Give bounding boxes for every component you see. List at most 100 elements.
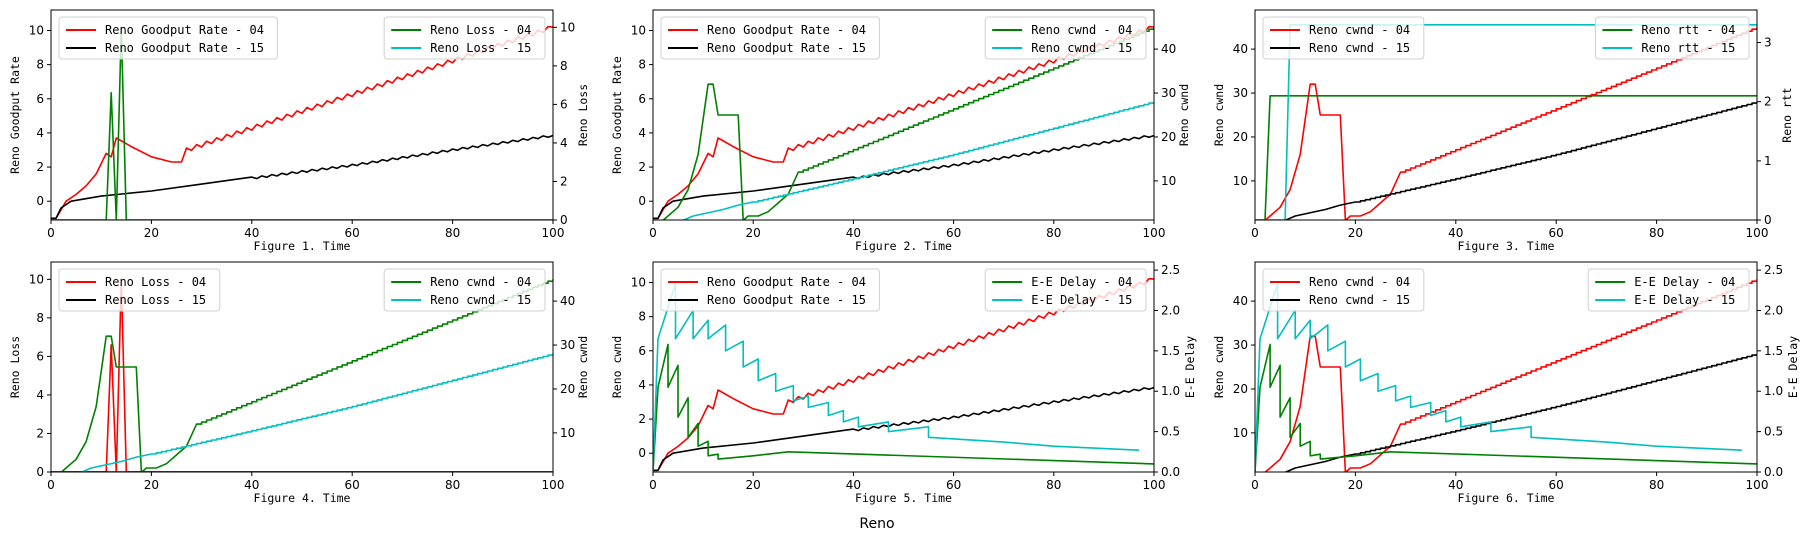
series-line-4: [653, 283, 1140, 472]
x-tick-label: 20: [746, 478, 761, 492]
x-tick-label: 20: [1348, 226, 1363, 240]
y-axis-label-right: Reno cwnd: [576, 336, 590, 398]
series-line-4: [1255, 24, 1757, 220]
series-line-2: [653, 386, 1154, 472]
y-tick-label-right: 8: [560, 59, 568, 73]
legend-right: E-E Delay - 04 E-E Delay - 15: [1587, 268, 1750, 312]
axes-frame: [1254, 261, 1758, 473]
axes-frame: [652, 9, 1155, 221]
y-tick-label-left: 10: [29, 23, 44, 37]
legend-entry: Reno cwnd - 15: [1309, 293, 1410, 307]
y-axis-label-left: Reno Goodput Rate: [8, 56, 22, 174]
series-line-2: [1255, 353, 1757, 472]
axes-frame: [1254, 9, 1758, 221]
legend-entry: Reno Goodput Rate - 15: [707, 293, 866, 307]
legend-entry: Reno Goodput Rate - 15: [105, 41, 264, 55]
y-axis-label-right: E-E Delay: [1183, 336, 1197, 398]
x-tick-label: 0: [1251, 478, 1259, 492]
x-axis-label: Figure 4. Time: [254, 491, 351, 505]
legend-entry: E-E Delay - 04: [1031, 275, 1132, 289]
y-tick-label-right: 1.0: [1161, 384, 1180, 398]
x-tick-label: 0: [47, 226, 55, 240]
axes-frame: [50, 9, 554, 221]
legend-frame: [383, 16, 546, 60]
y-tick-label-left: 40: [1233, 294, 1248, 308]
y-tick-label-right: 1.5: [1161, 344, 1180, 358]
y-tick-label-right: 40: [1161, 42, 1176, 56]
y-tick-label-right: 6: [560, 97, 568, 111]
y-tick-label-left: 30: [1233, 338, 1248, 352]
legend-entry: Reno Goodput Rate - 04: [707, 275, 866, 289]
y-tick-label-left: 0: [638, 446, 646, 460]
x-tick-label: 60: [946, 226, 961, 240]
legend-entry: Reno Loss - 15: [105, 293, 206, 307]
legend-left: Reno Goodput Rate - 04 Reno Goodput Rate …: [660, 268, 880, 312]
legend-entry: Reno cwnd - 15: [1309, 41, 1410, 55]
x-tick-label: 40: [244, 226, 259, 240]
y-tick-label-left: 2: [36, 426, 44, 440]
legend-frame: [58, 16, 278, 60]
x-tick-label: 40: [846, 226, 861, 240]
legend-entry: Reno Loss - 04: [430, 23, 531, 37]
y-tick-label-left: 30: [1233, 86, 1248, 100]
y-axis-label-right: E-E Delay: [1786, 336, 1800, 398]
y-tick-label-left: 20: [1233, 382, 1248, 396]
y-tick-label-left: 6: [36, 92, 44, 106]
y-tick-label-left: 10: [631, 23, 646, 37]
subplot-6: 0 20 40 60 80 100 10 20 30 40 0.0 0.5 1.0 1.5 2.0 2.5 Fi…: [1212, 261, 1800, 505]
legend-right: E-E Delay - 04 E-E Delay - 15: [984, 268, 1147, 312]
x-tick-label: 100: [1143, 226, 1166, 240]
y-tick-label-right: 0.5: [1161, 425, 1180, 439]
y-tick-label-left: 0: [36, 465, 44, 479]
x-tick-label: 80: [1649, 478, 1664, 492]
y-tick-label-right: 0.0: [1764, 465, 1783, 479]
x-tick-label: 40: [1448, 226, 1463, 240]
x-tick-label: 0: [649, 478, 657, 492]
y-tick-label-left: 20: [1233, 130, 1248, 144]
legend-frame: [1262, 16, 1425, 60]
legend-entry: Reno cwnd - 04: [1309, 275, 1410, 289]
y-tick-label-right: 1: [1764, 154, 1772, 168]
y-axis-label-right: Reno rtt: [1780, 87, 1794, 142]
x-tick-label: 100: [542, 478, 565, 492]
legend-frame: [58, 268, 221, 312]
legend-entry: Reno cwnd - 04: [1031, 23, 1132, 37]
y-tick-label-right: 2.5: [1161, 263, 1180, 277]
x-tick-label: 100: [1143, 478, 1166, 492]
x-tick-label: 20: [746, 226, 761, 240]
x-tick-label: 40: [244, 478, 259, 492]
y-tick-label-right: 1.5: [1764, 344, 1783, 358]
y-tick-label-right: 0.5: [1764, 425, 1783, 439]
legend-right: Reno cwnd - 04 Reno cwnd - 15: [383, 268, 546, 312]
x-tick-label: 40: [846, 478, 861, 492]
y-tick-label-right: 40: [560, 294, 575, 308]
x-axis-label: Figure 5. Time: [855, 491, 952, 505]
series-line-3: [1255, 343, 1757, 472]
y-tick-label-right: 10: [1161, 174, 1176, 188]
legend-entry: Reno cwnd - 15: [430, 293, 531, 307]
legend-entry: E-E Delay - 04: [1634, 275, 1735, 289]
y-tick-label-right: 0: [1764, 213, 1772, 227]
y-tick-label-left: 10: [1233, 426, 1248, 440]
series-line-4: [51, 353, 553, 472]
legend-entry: E-E Delay - 15: [1031, 293, 1132, 307]
legend-frame: [660, 16, 880, 60]
legend-frame: [1594, 16, 1750, 60]
y-tick-label-left: 6: [638, 92, 646, 106]
y-tick-label-left: 8: [638, 310, 646, 324]
x-tick-label: 40: [1448, 478, 1463, 492]
x-tick-label: 60: [1549, 226, 1564, 240]
legend-entry: Reno Goodput Rate - 04: [105, 23, 264, 37]
x-tick-label: 80: [1046, 478, 1061, 492]
x-tick-label: 80: [1046, 226, 1061, 240]
legend-entry: Reno Loss - 04: [105, 275, 206, 289]
legend-entry: Reno cwnd - 04: [430, 275, 531, 289]
y-tick-label-left: 2: [36, 160, 44, 174]
x-tick-label: 60: [345, 478, 360, 492]
legend-entry: Reno rtt - 04: [1641, 23, 1735, 37]
x-axis-label: Figure 3. Time: [1458, 239, 1555, 253]
y-tick-label-left: 8: [36, 311, 44, 325]
x-tick-label: 0: [649, 226, 657, 240]
y-tick-label-left: 6: [36, 349, 44, 363]
subplot-3: 0 20 40 60 80 100 10 20 30 40 0 1 2 3 Figure 3. Time Re…: [1212, 9, 1794, 253]
